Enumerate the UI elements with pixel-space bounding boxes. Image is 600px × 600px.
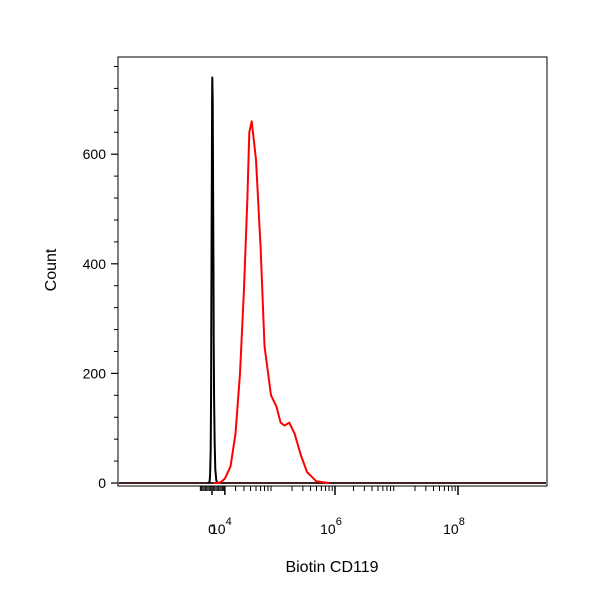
y-tick-label: 0 (98, 475, 106, 491)
y-tick-label: 600 (83, 146, 107, 162)
plot-frame (117, 56, 548, 487)
series-line-1 (207, 76, 219, 484)
major-ticks (111, 153, 459, 495)
x-tick-label: 106 (320, 516, 342, 537)
x-tick-label: 104 (210, 516, 232, 537)
x-tick-label: 108 (443, 516, 465, 537)
y-tick-labels: 0 200 400 600 (83, 146, 107, 491)
series-line-2 (213, 120, 330, 484)
y-tick-label: 400 (83, 256, 107, 272)
y-axis-title: Count (43, 248, 60, 291)
minor-ticks (114, 66, 456, 491)
series-layer (119, 76, 546, 484)
x-tick-label: 0 (208, 521, 216, 537)
y-tick-label: 200 (83, 365, 107, 381)
x-axis-title: Biotin CD119 (285, 559, 378, 576)
